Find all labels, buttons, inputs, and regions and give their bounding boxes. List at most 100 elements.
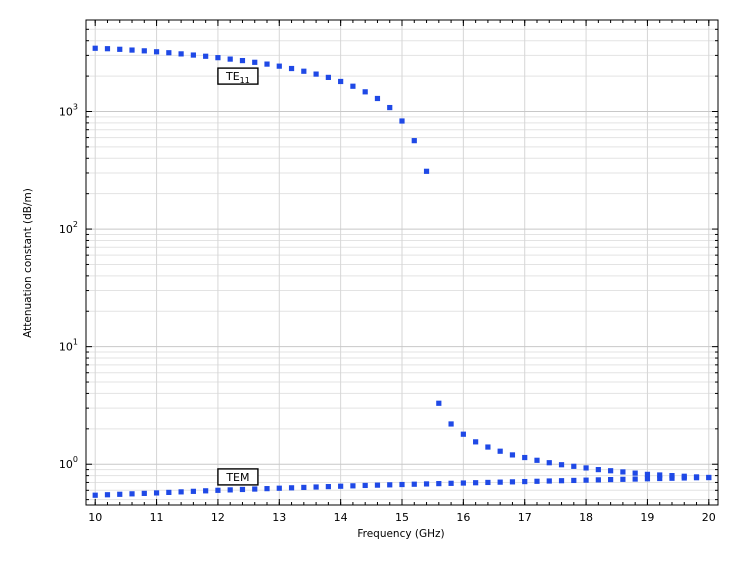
axis-ticks (86, 19, 718, 505)
data-point-te11 (448, 421, 454, 427)
data-point-te11 (657, 472, 663, 478)
data-point-tem (215, 487, 221, 493)
data-point-te11 (313, 71, 319, 77)
data-point-tem (288, 485, 295, 491)
data-point-te11 (497, 448, 503, 454)
data-point-tem (190, 488, 196, 494)
data-point-te11 (669, 473, 675, 479)
data-point-te11 (350, 83, 356, 89)
data-point-te11 (399, 118, 405, 124)
x-tick-label: 11 (150, 511, 164, 524)
data-point-te11 (411, 138, 417, 144)
data-point-tem (92, 492, 98, 498)
data-point-tem (387, 482, 393, 488)
data-point-te11 (325, 74, 331, 80)
data-point-tem (669, 475, 675, 481)
x-tick-label: 14 (334, 511, 348, 524)
data-point-te11 (460, 431, 466, 437)
x-tick-label: 15 (395, 511, 409, 524)
data-point-tem (227, 487, 233, 493)
x-tick-label: 18 (579, 511, 593, 524)
series-label: TEM (225, 471, 249, 484)
data-point-tem (448, 480, 454, 486)
data-point-tem (509, 479, 516, 485)
data-point-te11 (153, 49, 160, 55)
major-grid (86, 20, 718, 505)
data-point-te11 (558, 462, 565, 468)
data-point-te11 (534, 457, 540, 463)
data-point-tem (657, 475, 663, 482)
data-point-tem (595, 477, 601, 483)
data-point-tem (264, 486, 270, 492)
data-point-tem (497, 479, 503, 485)
data-point-te11 (92, 45, 98, 51)
data-point-te11 (203, 53, 209, 59)
data-point-tem (338, 483, 344, 489)
data-point-te11 (571, 463, 577, 469)
data-point-te11 (632, 470, 638, 476)
data-point-tem (203, 488, 209, 494)
data-point-te11 (117, 46, 123, 52)
data-point-te11 (583, 465, 589, 471)
data-point-tem (583, 477, 589, 483)
data-point-te11 (239, 57, 246, 64)
series-label: TE11 (225, 70, 250, 85)
data-point-tem (706, 474, 712, 481)
data-point-te11 (252, 59, 258, 65)
data-point-te11 (141, 48, 147, 54)
data-point-tem (313, 484, 319, 490)
data-point-te11 (485, 444, 491, 450)
data-point-tem (178, 489, 184, 495)
data-point-te11 (546, 460, 552, 466)
data-point-tem (608, 477, 614, 483)
data-point-tem (644, 476, 651, 482)
y-axis-title: Attenuation constant (dB/m) (22, 188, 34, 338)
data-point-te11 (264, 61, 270, 67)
data-point-tem (571, 477, 577, 484)
data-point-te11 (104, 46, 111, 52)
data-point-tem (325, 484, 331, 490)
data-point-tem (460, 480, 466, 486)
data-point-te11 (288, 65, 295, 72)
data-point-tem (399, 481, 405, 488)
data-point-tem (632, 476, 638, 482)
data-point-tem (534, 478, 540, 484)
y-tick-label: 103 (59, 102, 78, 118)
data-point-te11 (276, 63, 282, 69)
data-point-tem (104, 492, 111, 498)
x-tick-label: 12 (211, 511, 225, 524)
series-label-box (217, 67, 259, 85)
data-point-tem (411, 481, 417, 487)
data-point-tem (436, 481, 442, 487)
data-point-tem (129, 491, 135, 497)
data-point-tem (362, 482, 368, 489)
data-point-tem (301, 484, 307, 491)
y-tick-label: 100 (59, 455, 78, 471)
series-labels: TE11 TEM (217, 67, 259, 486)
data-point-tem (374, 482, 381, 488)
data-point-tem (276, 485, 282, 491)
x-tick-label: 16 (456, 511, 470, 524)
data-point-tem (252, 486, 258, 492)
data-point-tem (693, 475, 700, 481)
data-point-tem (546, 478, 552, 484)
data-point-tem (141, 490, 147, 496)
data-point-te11 (190, 52, 196, 58)
data-point-tem (620, 476, 626, 482)
data-point-te11 (362, 89, 368, 95)
data-point-te11 (509, 452, 516, 458)
data-point-te11 (522, 454, 528, 461)
x-axis-title: Frequency (GHz) (357, 528, 444, 540)
data-point-tem (239, 486, 246, 493)
data-point-tem (473, 480, 479, 486)
data-point-tem (485, 479, 491, 486)
x-tick-label: 10 (88, 511, 102, 524)
data-point-te11 (608, 468, 614, 474)
data-point-te11 (215, 55, 221, 61)
data-point-te11 (166, 50, 172, 56)
data-point-te11 (595, 467, 601, 473)
y-tick-label: 101 (59, 338, 78, 354)
data-point-te11 (473, 439, 479, 445)
data-point-tem (522, 478, 528, 485)
